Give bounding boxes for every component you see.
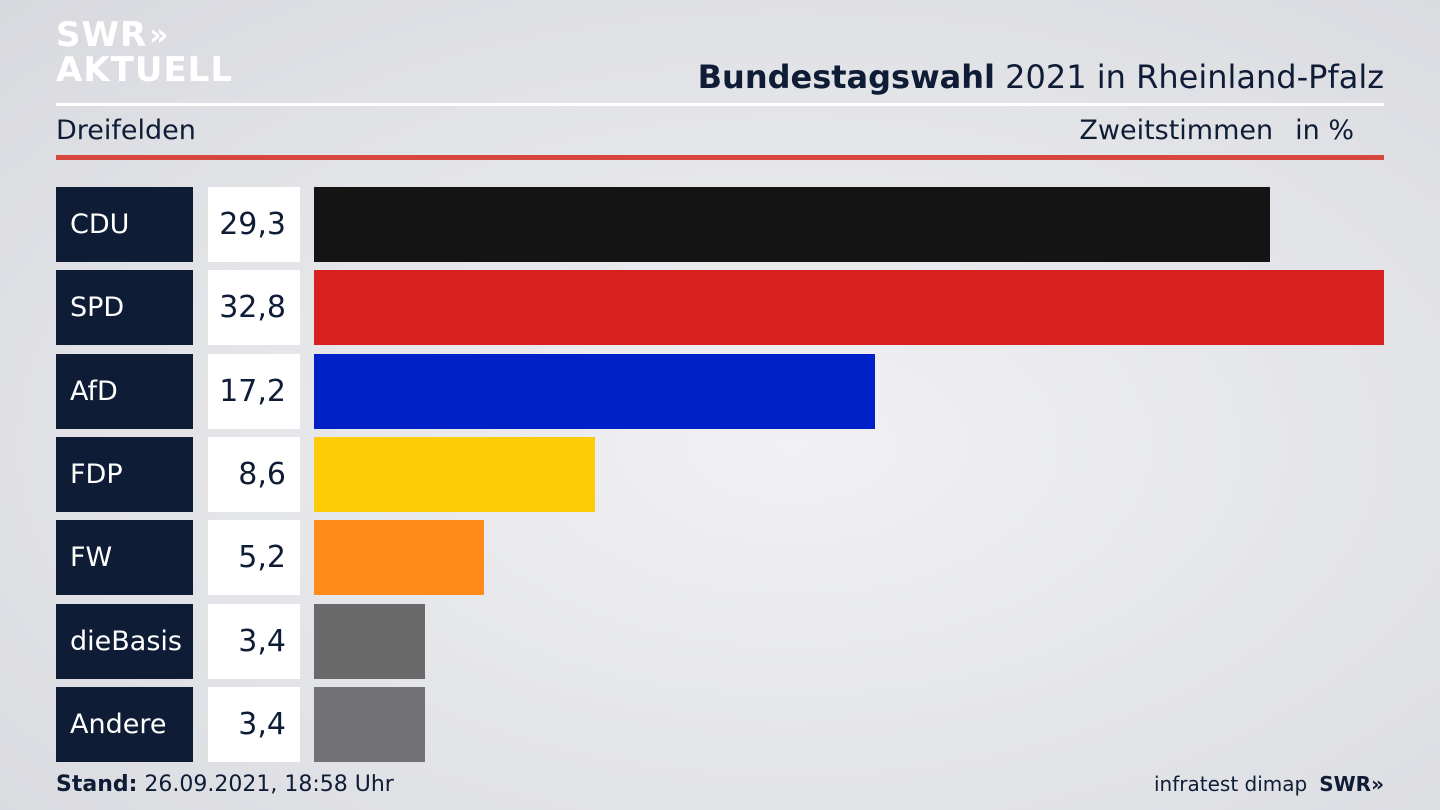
- measure-label: Zweitstimmen in %: [1079, 115, 1354, 146]
- chart-title-bold: Bundestagswahl: [697, 58, 995, 96]
- bar-afd: [314, 354, 875, 429]
- chart-title-rest: 2021 in Rheinland-Pfalz: [1005, 58, 1384, 96]
- party-label-spd: SPD: [56, 270, 193, 345]
- timestamp: Stand: 26.09.2021, 18:58 Uhr: [56, 772, 394, 797]
- chart-title: Bundestagswahl 2021 in Rheinland-Pfalz: [698, 58, 1384, 96]
- bar-cdu: [314, 187, 1270, 262]
- unit-text: in %: [1295, 115, 1354, 146]
- bar-fw: [314, 520, 484, 595]
- value-label-fw: 5,2: [208, 520, 300, 595]
- logo-swr-text: SWR: [56, 15, 148, 55]
- value-label-spd: 32,8: [208, 270, 300, 345]
- source-text: infratest dimap: [1154, 772, 1308, 796]
- party-label-andere: Andere: [56, 687, 193, 762]
- party-label-cdu: CDU: [56, 187, 193, 262]
- header-divider: [56, 103, 1384, 106]
- constituency-label: Dreifelden: [56, 115, 196, 146]
- value-label-cdu: 29,3: [208, 187, 300, 262]
- party-label-fw: FW: [56, 520, 193, 595]
- logo-aktuell-text: AKTUELL: [56, 50, 234, 90]
- party-label-fdp: FDP: [56, 437, 193, 512]
- accent-divider: [56, 155, 1384, 160]
- bar-andere: [314, 687, 425, 762]
- stand-value: 26.09.2021, 18:58 Uhr: [144, 772, 394, 797]
- value-label-andere: 3,4: [208, 687, 300, 762]
- value-label-diebasis: 3,4: [208, 604, 300, 679]
- source-credit: infratest dimap SWR»: [1154, 772, 1384, 796]
- party-label-afd: AfD: [56, 354, 193, 429]
- stand-label: Stand:: [56, 772, 138, 797]
- bar-fdp: [314, 437, 595, 512]
- value-label-fdp: 8,6: [208, 437, 300, 512]
- value-label-afd: 17,2: [208, 354, 300, 429]
- party-label-diebasis: dieBasis: [56, 604, 193, 679]
- bar-diebasis: [314, 604, 425, 679]
- swr-small-logo: SWR»: [1319, 772, 1384, 796]
- swr-aktuell-logo: SWR » AKTUELL: [56, 18, 233, 88]
- bar-spd: [314, 270, 1384, 345]
- measure-text: Zweitstimmen: [1079, 115, 1274, 146]
